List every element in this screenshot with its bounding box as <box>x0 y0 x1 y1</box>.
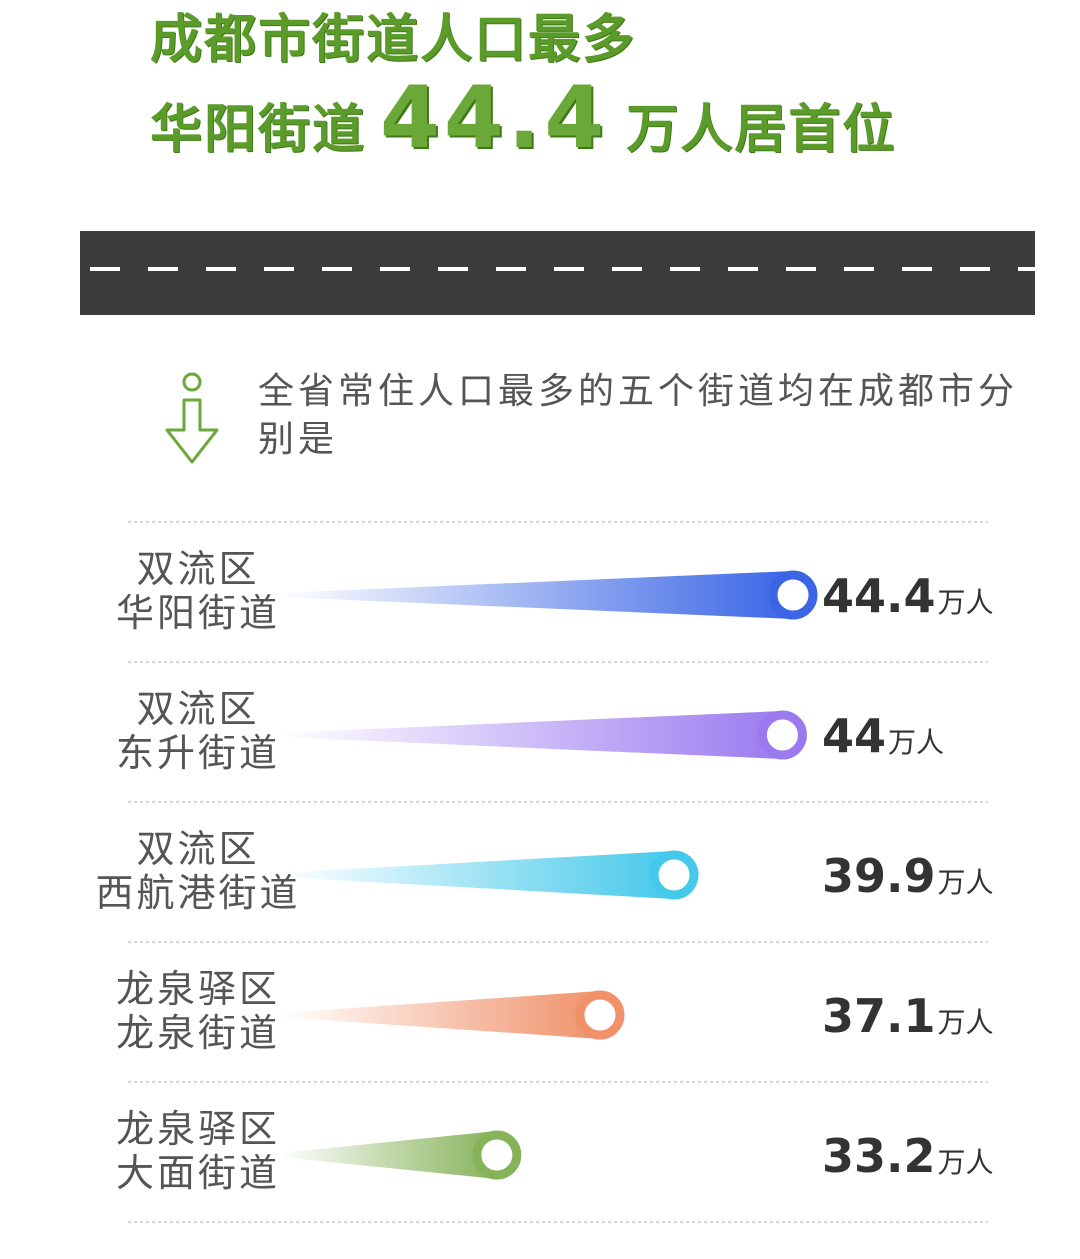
category-label-3: 双流区 西航港街道 <box>88 827 308 915</box>
intro-text: 全省常住人口最多的五个街道均在成都市分别是 <box>258 371 1019 460</box>
category-label-2: 双流区 东升街道 <box>88 687 308 775</box>
district-name: 双流区 <box>136 827 260 871</box>
value-number: 44.4 <box>822 569 936 623</box>
bar-3 <box>280 851 675 899</box>
value-number: 33.2 <box>822 1129 936 1183</box>
bar-2 <box>280 711 783 759</box>
district-name: 龙泉驿区 <box>115 1107 280 1151</box>
district-name: 龙泉驿区 <box>115 967 280 1011</box>
value-label-1: 44.4万人 <box>822 571 994 628</box>
street-name: 东升街道 <box>115 731 280 775</box>
bar-5 <box>280 1131 497 1179</box>
bar-end-marker-3 <box>649 850 699 900</box>
value-label-4: 37.1万人 <box>822 991 994 1048</box>
bar-4 <box>280 991 600 1039</box>
value-number: 39.9 <box>822 849 936 903</box>
street-name: 大面街道 <box>115 1151 280 1195</box>
value-label-5: 33.2万人 <box>822 1131 994 1188</box>
bar-end-marker-1 <box>768 570 818 620</box>
value-unit: 万人 <box>937 1006 994 1039</box>
bar-end-marker-4 <box>575 990 625 1040</box>
bar-1 <box>280 571 793 619</box>
value-unit: 万人 <box>937 586 994 619</box>
street-name: 西航港街道 <box>95 871 301 915</box>
street-name: 华阳街道 <box>115 591 280 635</box>
value-label-3: 39.9万人 <box>822 851 994 908</box>
title-line-2: 华阳街道 44.4 万人居首位 <box>150 68 897 168</box>
category-label-1: 双流区 华阳街道 <box>88 547 308 635</box>
title-prefix: 华阳街道 <box>150 100 367 160</box>
category-label-4: 龙泉驿区 龙泉街道 <box>88 967 308 1055</box>
value-number: 37.1 <box>822 989 936 1043</box>
district-name: 双流区 <box>136 687 260 731</box>
title-suffix: 万人居首位 <box>626 100 897 160</box>
bar-end-marker-2 <box>757 710 807 760</box>
title-line-1: 成都市街道人口最多 <box>150 10 637 70</box>
value-unit: 万人 <box>937 1146 994 1179</box>
title-highlight-number: 44.4 <box>380 68 609 168</box>
category-label-5: 龙泉驿区 大面街道 <box>88 1107 308 1195</box>
street-name: 龙泉街道 <box>115 1011 280 1055</box>
bar-end-marker-5 <box>472 1130 522 1180</box>
district-name: 双流区 <box>136 547 260 591</box>
road-divider <box>80 231 1035 315</box>
value-unit: 万人 <box>888 726 945 759</box>
value-unit: 万人 <box>937 866 994 899</box>
value-number: 44 <box>822 709 887 763</box>
value-label-2: 44万人 <box>822 711 944 768</box>
down-arrow-icon <box>165 372 219 464</box>
road-lane-markings <box>80 267 1035 271</box>
population-chart <box>128 521 988 1223</box>
